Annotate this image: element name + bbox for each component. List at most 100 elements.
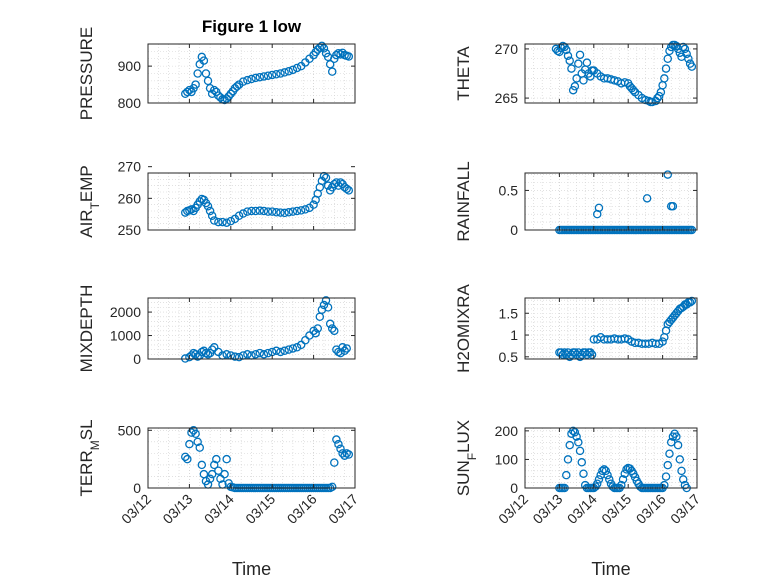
data-point xyxy=(251,206,260,216)
data-point xyxy=(226,89,236,99)
data-point xyxy=(594,475,604,484)
data-point xyxy=(185,439,194,449)
data-point xyxy=(663,54,673,64)
data-point xyxy=(586,348,595,357)
data-point xyxy=(234,352,244,362)
data-point xyxy=(323,303,333,312)
axes-box xyxy=(147,172,356,231)
data-point xyxy=(687,296,697,306)
data-point xyxy=(622,465,631,474)
data-point xyxy=(280,208,289,218)
y-axis-label: PRESSURE xyxy=(77,27,96,121)
data-point xyxy=(187,205,196,214)
y-tick-label: 1.5 xyxy=(499,305,519,321)
data-point xyxy=(654,91,664,101)
x-tick-label: 03/12 xyxy=(118,491,154,527)
subplot-h2omixra: 0.5 1 1.5 H2OMIXRA xyxy=(454,283,698,373)
data-point xyxy=(327,67,337,76)
data-point xyxy=(330,179,339,189)
data-point xyxy=(288,65,298,75)
x-tick-label: 03/17 xyxy=(667,491,703,527)
data-point xyxy=(247,74,256,84)
y-tick-label: 1000 xyxy=(110,328,141,344)
data-point xyxy=(267,70,277,80)
data-point xyxy=(216,93,225,102)
data-point xyxy=(292,343,302,352)
data-point xyxy=(201,69,211,78)
y-tick-label: 270 xyxy=(495,41,519,57)
data-point xyxy=(209,85,219,95)
data-point xyxy=(565,440,574,450)
data-point xyxy=(666,438,676,447)
plot-area xyxy=(525,44,697,103)
data-point xyxy=(251,350,260,359)
y-tick-label: 0 xyxy=(133,351,141,367)
data-point xyxy=(193,437,202,447)
subplot-sunflux: 0 100 200 SUNFLUX 03/1203/1303/1403/1503/160… xyxy=(454,420,703,579)
data-point xyxy=(226,216,236,226)
data-point xyxy=(255,206,265,215)
data-point xyxy=(276,69,285,78)
x-tick-label: 03/13 xyxy=(529,491,565,527)
data-point xyxy=(319,300,329,310)
data-point xyxy=(340,451,349,460)
data-point xyxy=(673,440,683,450)
data-point xyxy=(313,324,322,333)
x-tick-label: 03/13 xyxy=(159,491,195,527)
data-point xyxy=(344,52,354,61)
data-point xyxy=(292,63,302,73)
y-axis-label: RAINFALL xyxy=(454,161,473,241)
data-point xyxy=(663,170,673,179)
data-point xyxy=(336,444,345,454)
data-point xyxy=(296,206,306,215)
y-tick-label: 0.5 xyxy=(499,182,519,198)
data-point xyxy=(288,207,298,216)
data-point xyxy=(309,200,318,209)
data-point xyxy=(205,474,215,484)
data-point xyxy=(562,45,571,55)
subplot-terrmsl: 0 500 TERRMSL 03/12 03/13 03/14 03/15 03/16 03/1… xyxy=(77,419,361,579)
data-point xyxy=(677,466,686,476)
data-point xyxy=(255,72,265,82)
data-point xyxy=(565,56,574,65)
data-point xyxy=(568,85,578,95)
data-point xyxy=(259,72,269,81)
x-axis-label: Time xyxy=(591,559,630,579)
data-point xyxy=(292,206,302,216)
axes-box xyxy=(147,427,356,489)
plot-area xyxy=(148,44,355,103)
data-point xyxy=(191,80,200,89)
data-point xyxy=(280,68,289,77)
data-point xyxy=(234,211,244,220)
axes-box xyxy=(524,172,698,231)
data-point xyxy=(663,460,673,470)
data-point xyxy=(579,76,588,85)
data-point xyxy=(232,82,242,91)
data-point xyxy=(251,73,260,83)
y-axis-label: H2OMIXRA xyxy=(454,283,473,372)
data-point xyxy=(214,466,223,475)
data-point xyxy=(592,479,602,488)
data-point xyxy=(570,428,580,437)
data-point xyxy=(660,74,669,83)
data-point xyxy=(338,449,347,458)
data-point xyxy=(301,205,310,214)
data-point xyxy=(272,69,281,79)
y-tick-label: 100 xyxy=(495,451,519,467)
x-tick-label: 03/15 xyxy=(242,491,278,527)
data-point xyxy=(332,435,341,444)
data-point xyxy=(197,460,207,470)
data-point xyxy=(191,429,200,439)
x-tick-label: 03/16 xyxy=(284,491,320,527)
x-tick-label: 03/12 xyxy=(495,491,531,527)
y-axis-label: TERRMSL xyxy=(77,419,102,496)
data-point xyxy=(301,335,310,345)
x-axis-label: Time xyxy=(232,559,271,579)
y-tick-label: 0.5 xyxy=(499,349,519,365)
data-point xyxy=(323,181,333,190)
x-tick-label: 03/14 xyxy=(201,491,237,527)
data-point xyxy=(255,348,265,358)
y-tick-label: 800 xyxy=(118,95,142,111)
data-point xyxy=(263,71,273,80)
y-axis-label: AIRTEMP xyxy=(77,165,102,238)
